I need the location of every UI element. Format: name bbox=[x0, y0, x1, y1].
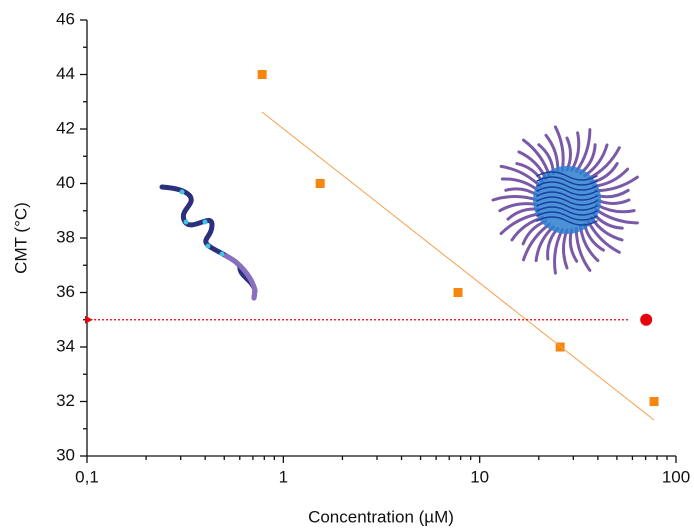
micelle-core-chain bbox=[536, 216, 598, 226]
micelle-chain bbox=[595, 203, 636, 214]
y-tick-label: 34 bbox=[56, 336, 75, 355]
point bbox=[315, 179, 325, 188]
micelle-core-chain bbox=[536, 171, 598, 181]
micelle-chain bbox=[562, 228, 569, 270]
x-tick-label: 10 bbox=[470, 467, 489, 486]
point bbox=[257, 70, 267, 79]
x-axis-label: Concentration (µM) bbox=[308, 507, 454, 526]
y-axis-label: CMT (°C) bbox=[11, 202, 30, 274]
polymer-chain bbox=[159, 184, 258, 301]
micelle-chain bbox=[491, 195, 539, 202]
x-tick-label: 0,1 bbox=[75, 467, 99, 486]
micelle bbox=[491, 125, 639, 275]
micelle-chain bbox=[504, 187, 539, 197]
y-tick-label: 36 bbox=[56, 282, 75, 301]
point bbox=[453, 288, 463, 297]
micelle-core-chain bbox=[536, 206, 598, 216]
micelle-chain bbox=[565, 136, 572, 172]
micelle-chain bbox=[570, 131, 581, 172]
y-tick-label: 40 bbox=[56, 173, 75, 192]
y-tick-label: 32 bbox=[56, 391, 75, 410]
micelle-core-chain bbox=[536, 211, 598, 221]
micelle-core-chain bbox=[536, 191, 598, 201]
point bbox=[649, 397, 659, 406]
x-tick-label: 100 bbox=[662, 467, 690, 486]
micelle-chain bbox=[499, 164, 542, 188]
y-tick-label: 42 bbox=[56, 118, 75, 137]
y-tick-label: 46 bbox=[56, 9, 75, 28]
point bbox=[640, 313, 653, 326]
micelle-core-chain bbox=[536, 186, 598, 196]
point bbox=[555, 342, 565, 352]
y-tick-label: 38 bbox=[56, 227, 75, 246]
micelle-core-chain bbox=[536, 176, 598, 186]
micelle-core-chain bbox=[536, 196, 598, 206]
y-tick-label: 30 bbox=[56, 445, 75, 464]
y-tick-label: 44 bbox=[56, 64, 75, 83]
micelle-chain bbox=[553, 228, 564, 275]
x-tick-label: 1 bbox=[279, 467, 288, 486]
micelle-core-chain bbox=[536, 201, 598, 211]
fit-line bbox=[261, 111, 655, 421]
micelle-core-chain bbox=[536, 181, 598, 191]
micelle-chain bbox=[595, 198, 631, 205]
